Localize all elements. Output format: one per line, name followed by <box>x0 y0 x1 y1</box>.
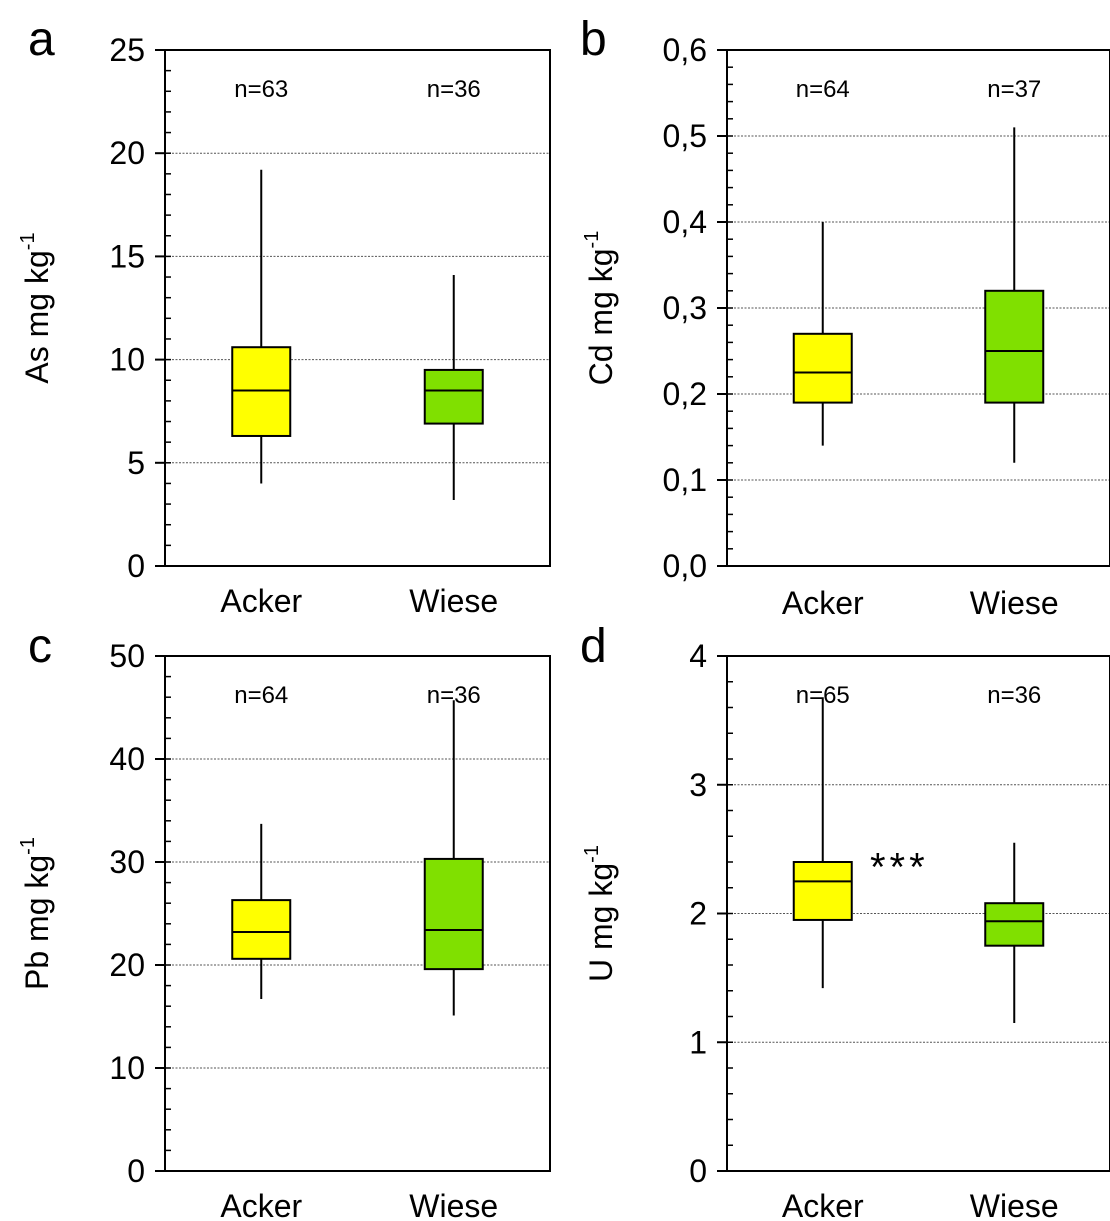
y-tick-label: 0,6 <box>663 32 707 68</box>
panel-c: 0 10 20 30 40 50 c Pb mg kg-1 n=64 Acker n=36 Wiese <box>17 620 551 1221</box>
x-category-label: Wiese <box>970 585 1059 621</box>
box-iqr <box>423 368 484 425</box>
y-tick-label: 0,0 <box>663 548 707 584</box>
box-iqr <box>792 332 853 404</box>
plot-frame <box>164 49 551 567</box>
y-axis-title-superscript: -1 <box>17 837 39 855</box>
y-axis-title: U mg kg-1 <box>581 845 619 982</box>
y-axis-title: Pb mg kg-1 <box>17 837 55 990</box>
y-tick-label: 0,5 <box>663 118 707 154</box>
y-tick-label: 10 <box>109 1050 145 1086</box>
panel-letter: b <box>580 13 607 66</box>
n-label: n=36 <box>987 682 1041 709</box>
y-axis-title-text: Pb mg kg <box>19 855 55 990</box>
panel-letter: d <box>580 620 607 673</box>
y-axis-title-superscript: -1 <box>17 232 39 250</box>
y-tick-label: 30 <box>109 844 145 880</box>
box-acker: n=63 Acker <box>220 76 302 619</box>
box-iqr <box>423 857 484 971</box>
box-wiese: n=36 Wiese <box>409 682 498 1221</box>
y-tick-label: 40 <box>109 741 145 777</box>
box-iqr <box>984 289 1045 404</box>
n-label: n=64 <box>234 682 288 709</box>
x-category-label: Acker <box>220 1188 302 1221</box>
y-tick-label: 0,1 <box>663 462 707 498</box>
y-tick-label: 0 <box>127 548 145 584</box>
n-label: n=37 <box>987 76 1041 103</box>
y-tick-label: 15 <box>109 238 145 274</box>
y-axis-title-superscript: -1 <box>581 845 603 863</box>
box-wiese: n=36 Wiese <box>409 76 498 619</box>
y-tick-label: 5 <box>127 445 145 481</box>
y-tick-label: 0,3 <box>663 290 707 326</box>
y-axis-title: As mg kg-1 <box>17 232 55 383</box>
n-label: n=65 <box>796 682 850 709</box>
y-tick-label: 20 <box>109 947 145 983</box>
box-iqr <box>984 902 1045 947</box>
x-category-label: Acker <box>782 585 864 621</box>
y-axis-title-text: Cd mg kg <box>583 248 619 385</box>
y-tick-label: 2 <box>689 896 707 932</box>
y-tick-label: 1 <box>689 1024 707 1060</box>
y-axis-title: Cd mg kg-1 <box>581 231 619 386</box>
x-category-label: Wiese <box>409 1188 498 1221</box>
panel-d: 0 1 2 3 4 d U mg kg-1 n=65 Acker n=36 Wiese *** <box>580 620 1110 1221</box>
significance-annotation: *** <box>870 845 929 889</box>
y-tick-label: 3 <box>689 767 707 803</box>
box-iqr <box>792 861 853 921</box>
y-tick-label: 10 <box>109 342 145 378</box>
y-tick-label: 0 <box>127 1153 145 1189</box>
x-category-label: Wiese <box>970 1188 1059 1221</box>
y-axis-title-text: As mg kg <box>19 250 55 383</box>
y-axis-title-superscript: -1 <box>581 231 603 249</box>
panel-letter: c <box>28 620 52 673</box>
n-label: n=36 <box>427 76 481 103</box>
y-tick-label: 4 <box>689 638 707 674</box>
y-tick-label: 50 <box>109 638 145 674</box>
x-category-label: Wiese <box>409 583 498 619</box>
panel-b: 0,0 0,1 0,2 0,3 0,4 0,5 0,6 b Cd mg kg-1 n=64 Acke… <box>580 13 1110 621</box>
n-label: n=63 <box>234 76 288 103</box>
x-category-label: Acker <box>220 583 302 619</box>
n-label: n=64 <box>796 76 850 103</box>
plot-frame <box>164 655 551 1172</box>
y-tick-label: 20 <box>109 135 145 171</box>
box-iqr <box>231 346 292 437</box>
box-iqr <box>231 899 292 960</box>
y-tick-label: 0 <box>689 1153 707 1189</box>
box-acker: n=65 Acker <box>782 682 864 1221</box>
box-acker: n=64 Acker <box>782 76 864 621</box>
x-category-label: Acker <box>782 1188 864 1221</box>
panel-letter: a <box>28 13 55 66</box>
box-wiese: n=37 Wiese <box>970 76 1059 621</box>
y-tick-label: 0,2 <box>663 376 707 412</box>
n-label: n=36 <box>427 682 481 709</box>
box-acker: n=64 Acker <box>220 682 302 1221</box>
panel-a: 0 5 10 15 20 25 a As mg kg-1 n=63 Acker n=36 Wiese <box>17 13 551 619</box>
y-tick-label: 25 <box>109 32 145 68</box>
y-axis-title-text: U mg kg <box>583 863 619 982</box>
box-wiese: n=36 Wiese <box>970 682 1059 1221</box>
y-tick-label: 0,4 <box>663 204 707 240</box>
